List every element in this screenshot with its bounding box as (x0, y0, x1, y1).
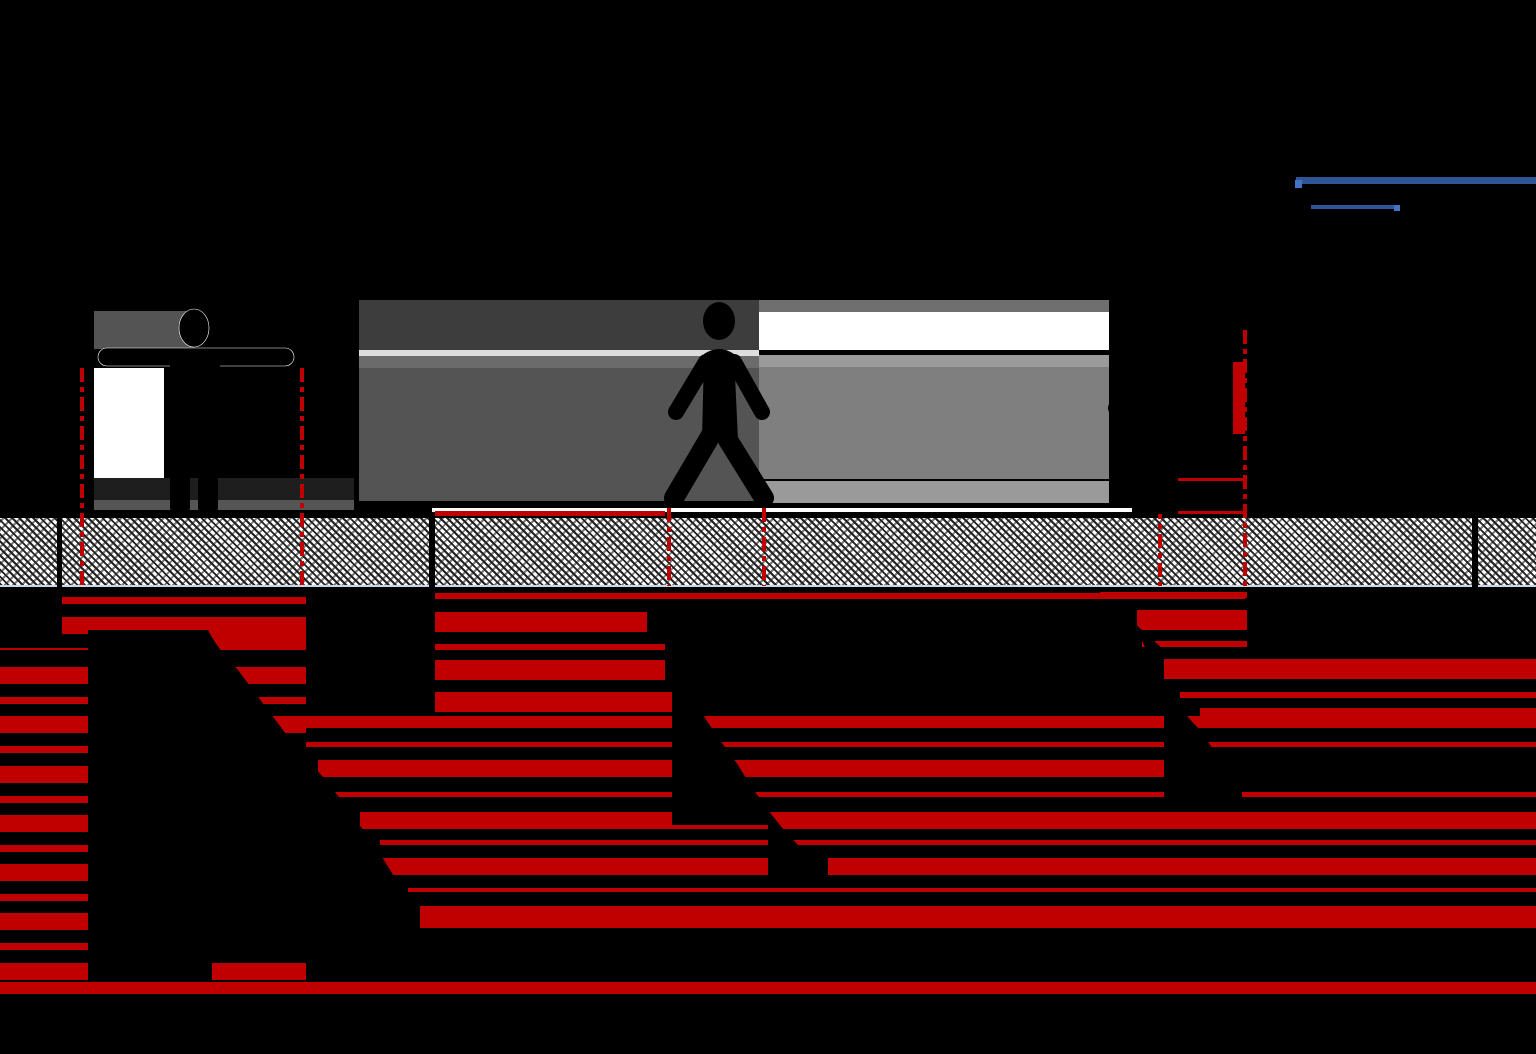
dim-band (1100, 592, 1247, 598)
dim-band (435, 612, 647, 632)
dim-band (316, 792, 1536, 797)
label-block-right (1120, 610, 1242, 810)
dim-band (1180, 692, 1536, 698)
dim-band (0, 815, 88, 832)
dimension-line-v4 (762, 508, 766, 586)
dim-band (435, 593, 1245, 599)
ground-segment (0, 518, 57, 587)
reach-dimension-h (1178, 478, 1244, 481)
dim-band (380, 840, 1536, 845)
dim-band (0, 697, 88, 704)
panel-left-top (94, 311, 194, 349)
panel-left-window (94, 368, 164, 478)
dim-band (306, 742, 1536, 747)
dim-band (0, 864, 88, 881)
dimension-line-v3 (667, 508, 671, 586)
label-block-left (88, 630, 418, 980)
dim-band (420, 906, 1536, 928)
dim-band (1137, 610, 1247, 630)
dimension-line-v2 (300, 368, 304, 586)
dim-band (435, 644, 665, 650)
dim-band (0, 766, 88, 783)
dim-band (0, 894, 88, 901)
dim-band (435, 692, 675, 712)
dim-band (1142, 641, 1247, 647)
dim-band (62, 617, 306, 634)
reference-marker-upper (1295, 180, 1302, 188)
panel-right-edge (432, 508, 1132, 512)
ground-segment (1478, 518, 1536, 587)
dim-band (0, 716, 88, 733)
dimension-line-v1 (80, 368, 84, 586)
panel-right-band (759, 355, 1109, 369)
label-block-middle (648, 615, 828, 880)
dim-band (62, 597, 306, 604)
dim-band (1160, 659, 1536, 679)
dim-band (360, 812, 1536, 829)
dim-band (0, 913, 88, 930)
reach-dimension-h2 (1178, 511, 1244, 514)
figure-pointing-icon (1108, 300, 1230, 514)
dim-band (408, 888, 1536, 892)
reach-dimension-v (1233, 362, 1245, 434)
dim-band (0, 943, 88, 950)
figure-standing-arms-out-icon (97, 308, 295, 516)
dim-band (212, 963, 306, 980)
dim-band (0, 746, 88, 753)
ground-segment (62, 518, 429, 587)
reference-line-lower (1311, 205, 1399, 209)
dim-band (318, 760, 1178, 777)
dim-band (245, 697, 306, 704)
dim-band (1200, 708, 1536, 728)
dim-band (382, 858, 1536, 875)
dim-band (0, 845, 88, 852)
dim-band (0, 796, 88, 803)
dim-band (190, 633, 306, 650)
dim-band (0, 648, 88, 650)
ground-segment (435, 518, 1472, 587)
dim-band (435, 660, 665, 680)
panel-middle-band (359, 356, 759, 370)
panel-right-base (759, 481, 1109, 503)
reference-marker-lower (1394, 205, 1400, 211)
dim-band-bottom (0, 982, 1536, 994)
dim-band (0, 667, 88, 684)
curb-red-line (435, 511, 665, 516)
panel-middle-top (359, 300, 759, 350)
reference-line-upper (1296, 177, 1536, 184)
panel-middle-highlight (359, 350, 759, 356)
dimension-line-v6 (1243, 330, 1247, 586)
panel-right-body (759, 367, 1109, 479)
panel-left-strip (94, 500, 354, 510)
figure-walking-icon (664, 302, 774, 508)
panel-right-window (759, 312, 1109, 350)
